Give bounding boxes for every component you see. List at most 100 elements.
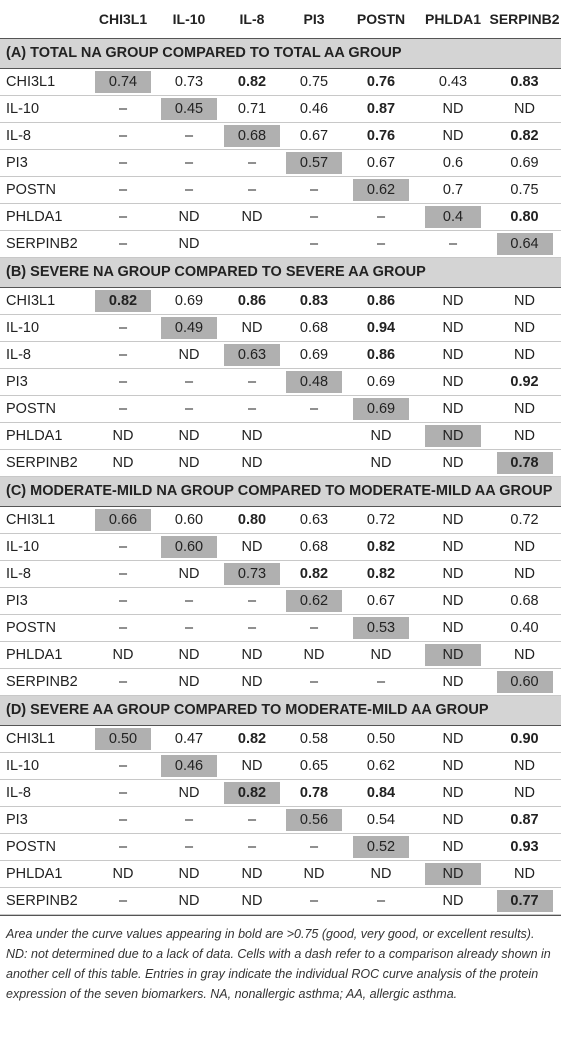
table-row: IL-10–0.60 ND 0.68 0.82 ND ND	[0, 533, 561, 561]
diagonal-value: 0.57	[286, 152, 342, 174]
table-cell: 0.82	[220, 725, 284, 753]
table-cell: 0.68	[284, 314, 344, 342]
diagonal-value: ND	[425, 644, 481, 666]
row-label: PI3	[0, 368, 88, 396]
table-cell: –	[284, 176, 344, 204]
row-label: IL-10	[0, 314, 88, 342]
table-cell: 0.60	[488, 668, 561, 696]
table-cell: –	[158, 368, 220, 396]
row-label: CHI3L1	[0, 725, 88, 753]
table-cell: –	[88, 122, 158, 150]
table-cell: ND	[158, 641, 220, 669]
table-cell: –	[158, 149, 220, 177]
diagonal-value: 0.78	[496, 452, 553, 474]
table-cell: ND	[418, 725, 488, 753]
table-cell: ND	[418, 833, 488, 861]
table-cell	[284, 422, 344, 450]
table-cell: 0.83	[488, 68, 561, 96]
table-cell: 0.75	[488, 176, 561, 204]
row-label: SERPINB2	[0, 887, 88, 915]
diagonal-value: ND	[425, 425, 481, 447]
table-cell: 0.73	[158, 68, 220, 96]
header-corner	[0, 0, 88, 39]
table-row: PHLDA1– ND ND – –0.4 0.80	[0, 203, 561, 231]
table-row: IL-8– ND 0.63 0.69 0.86 ND ND	[0, 341, 561, 369]
table-cell: –	[418, 230, 488, 258]
table-cell: ND	[488, 95, 561, 123]
table-cell: ND	[418, 314, 488, 342]
row-label: SERPINB2	[0, 449, 88, 477]
table-cell: ND	[220, 860, 284, 888]
row-label: POSTN	[0, 395, 88, 423]
table-cell: –	[220, 149, 284, 177]
table-cell: ND	[158, 449, 220, 477]
table-cell: 0.62	[344, 176, 418, 204]
table-cell: 0.77	[488, 887, 561, 915]
table-cell: 0.82	[220, 779, 284, 807]
table-cell: 0.62	[344, 752, 418, 780]
table-cell: 0.56	[284, 806, 344, 834]
table-cell: –	[220, 368, 284, 396]
table-cell: –	[88, 395, 158, 423]
table-cell: ND	[418, 533, 488, 561]
row-label: CHI3L1	[0, 506, 88, 534]
table-cell: ND	[284, 641, 344, 669]
row-label: POSTN	[0, 833, 88, 861]
table-row: IL-10–0.45 0.71 0.46 0.87 ND ND	[0, 95, 561, 123]
table-cell: 0.82	[220, 68, 284, 96]
row-label: IL-10	[0, 95, 88, 123]
diagonal-value: 0.69	[353, 398, 409, 420]
section-title: (D) SEVERE AA GROUP COMPARED TO MODERATE…	[0, 695, 561, 726]
table-cell: –	[220, 614, 284, 642]
table-cell: 0.54	[344, 806, 418, 834]
table-cell: ND	[488, 779, 561, 807]
table-cell: –	[158, 587, 220, 615]
section-header-row: (C) MODERATE-MILD NA GROUP COMPARED TO M…	[0, 476, 561, 507]
row-label: IL-8	[0, 560, 88, 588]
table-footnote: Area under the curve values appearing in…	[0, 915, 561, 1004]
table-cell: 0.86	[344, 341, 418, 369]
table-cell: 0.6	[418, 149, 488, 177]
table-cell: 0.86	[220, 287, 284, 315]
table-cell: ND	[344, 641, 418, 669]
table-cell: ND	[220, 314, 284, 342]
table-cell: –	[88, 314, 158, 342]
table-cell: ND	[344, 860, 418, 888]
table-row: PI3– – –0.48 0.69 ND 0.92	[0, 368, 561, 396]
table-body: (A) TOTAL NA GROUP COMPARED TO TOTAL AA …	[0, 38, 561, 915]
table-cell: ND	[220, 203, 284, 231]
table-cell: ND	[488, 422, 561, 450]
diagonal-value: 0.48	[286, 371, 342, 393]
table-cell: –	[344, 203, 418, 231]
table-cell: –	[88, 668, 158, 696]
table-cell: ND	[158, 230, 220, 258]
table-cell: –	[88, 230, 158, 258]
table-cell: ND	[488, 752, 561, 780]
header-row: CHI3L1 IL-10 IL-8 PI3 POSTN PHLDA1 SERPINB2	[0, 0, 561, 39]
table-cell: 0.68	[284, 533, 344, 561]
row-label: SERPINB2	[0, 668, 88, 696]
table-cell: ND	[488, 341, 561, 369]
table-cell: –	[284, 887, 344, 915]
table-cell: 0.68	[220, 122, 284, 150]
diagonal-value: 0.77	[496, 890, 553, 912]
table-cell: ND	[220, 422, 284, 450]
table-row: CHI3L1 0.82 0.69 0.86 0.83 0.86 ND ND	[0, 287, 561, 315]
table-cell: –	[344, 230, 418, 258]
table-cell: 0.63	[220, 341, 284, 369]
diagonal-value: 0.50	[95, 728, 151, 750]
table-cell: –	[88, 95, 158, 123]
table-cell: ND	[88, 860, 158, 888]
diagonal-value: 0.52	[353, 836, 409, 858]
table-cell: ND	[418, 806, 488, 834]
table-cell: ND	[418, 614, 488, 642]
table-cell: –	[88, 560, 158, 588]
table-cell: 0.67	[284, 122, 344, 150]
table-cell: –	[88, 341, 158, 369]
table-cell: –	[158, 833, 220, 861]
table-cell: ND	[418, 422, 488, 450]
table-row: PI3– – –0.62 0.67 ND 0.68	[0, 587, 561, 615]
table-cell: 0.62	[284, 587, 344, 615]
table-cell: –	[88, 779, 158, 807]
table-cell: 0.40	[488, 614, 561, 642]
